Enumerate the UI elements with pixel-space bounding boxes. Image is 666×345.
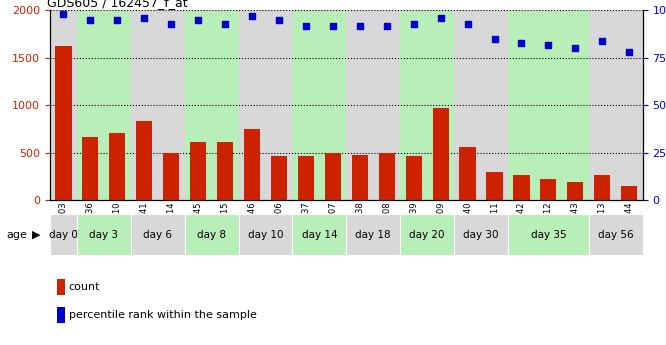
- Point: [570, 46, 581, 51]
- Text: age: age: [7, 230, 27, 239]
- Point: [300, 23, 311, 28]
- Text: day 35: day 35: [531, 230, 566, 239]
- Bar: [540, 179, 557, 200]
- Text: count: count: [69, 282, 100, 292]
- Point: [220, 21, 230, 27]
- Point: [436, 15, 446, 21]
- Point: [192, 17, 203, 22]
- Bar: [486, 171, 503, 200]
- Bar: [238, 10, 292, 200]
- Point: [354, 23, 365, 28]
- Bar: [460, 147, 476, 200]
- Bar: [109, 133, 125, 200]
- Point: [516, 40, 527, 46]
- Bar: [292, 10, 346, 200]
- Point: [58, 11, 69, 17]
- Bar: [190, 142, 206, 200]
- Bar: [55, 47, 71, 200]
- Point: [597, 38, 607, 43]
- Point: [489, 36, 500, 42]
- Point: [328, 23, 338, 28]
- Bar: [298, 157, 314, 200]
- Bar: [271, 157, 287, 200]
- Bar: [136, 121, 153, 200]
- Bar: [238, 214, 292, 255]
- Text: day 18: day 18: [356, 230, 391, 239]
- Bar: [50, 10, 77, 200]
- Bar: [432, 108, 449, 200]
- Point: [246, 13, 257, 19]
- Text: percentile rank within the sample: percentile rank within the sample: [69, 310, 256, 319]
- Bar: [292, 214, 346, 255]
- Bar: [589, 214, 643, 255]
- Bar: [184, 214, 238, 255]
- Point: [139, 15, 150, 21]
- Text: day 30: day 30: [464, 230, 499, 239]
- Bar: [244, 129, 260, 200]
- Bar: [400, 214, 454, 255]
- Bar: [217, 142, 233, 200]
- Point: [408, 21, 419, 27]
- Point: [85, 17, 96, 22]
- Bar: [379, 152, 395, 200]
- Point: [462, 21, 473, 27]
- Bar: [325, 152, 341, 200]
- Bar: [567, 181, 583, 200]
- Bar: [83, 137, 99, 200]
- Bar: [346, 214, 400, 255]
- Text: day 10: day 10: [248, 230, 283, 239]
- Text: GDS605 / 162457_f_at: GDS605 / 162457_f_at: [47, 0, 188, 9]
- Bar: [589, 10, 643, 200]
- Bar: [77, 214, 131, 255]
- Text: day 3: day 3: [89, 230, 119, 239]
- Bar: [454, 10, 508, 200]
- Bar: [346, 10, 400, 200]
- Bar: [400, 10, 454, 200]
- Bar: [508, 10, 589, 200]
- Text: day 0: day 0: [49, 230, 78, 239]
- Text: day 6: day 6: [143, 230, 172, 239]
- Point: [274, 17, 284, 22]
- Point: [166, 21, 176, 27]
- Text: day 8: day 8: [197, 230, 226, 239]
- Bar: [352, 155, 368, 200]
- Point: [624, 49, 635, 55]
- Bar: [621, 186, 637, 200]
- Bar: [163, 152, 179, 200]
- Bar: [131, 214, 184, 255]
- Bar: [50, 214, 77, 255]
- Text: day 20: day 20: [410, 230, 445, 239]
- Bar: [454, 214, 508, 255]
- Point: [112, 17, 123, 22]
- Bar: [513, 175, 529, 200]
- Text: ▶: ▶: [32, 230, 41, 239]
- Bar: [184, 10, 238, 200]
- Bar: [131, 10, 184, 200]
- Bar: [594, 175, 610, 200]
- Bar: [77, 10, 131, 200]
- Point: [382, 23, 392, 28]
- Text: day 14: day 14: [302, 230, 337, 239]
- Text: day 56: day 56: [598, 230, 633, 239]
- Bar: [508, 214, 589, 255]
- Point: [543, 42, 553, 47]
- Bar: [406, 156, 422, 200]
